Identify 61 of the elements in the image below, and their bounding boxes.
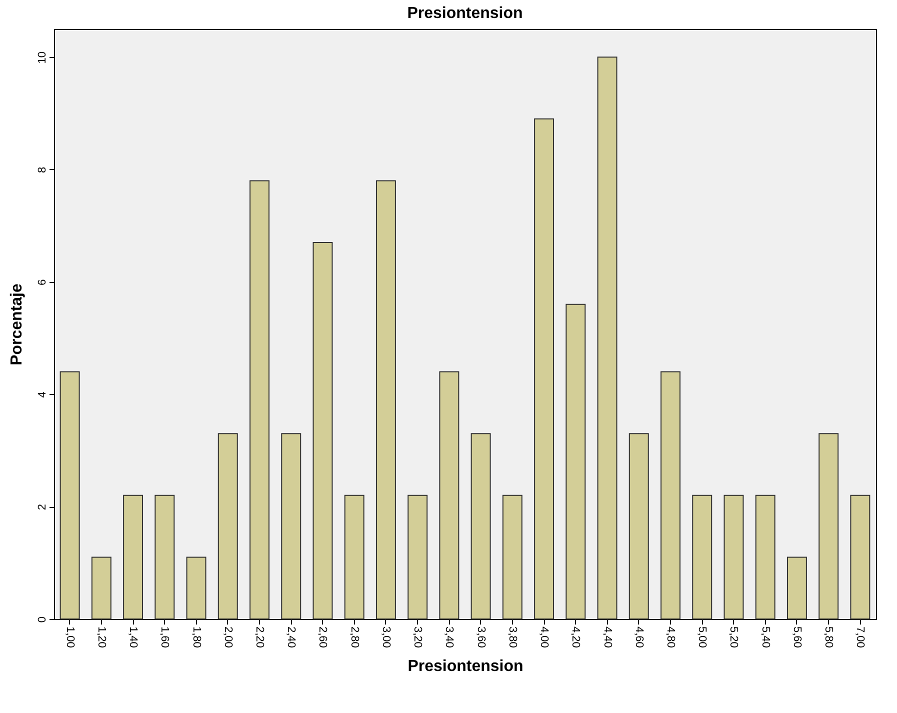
x-tick-label: 2,00 bbox=[222, 626, 234, 648]
bar bbox=[597, 56, 618, 620]
bar bbox=[755, 494, 776, 620]
bar bbox=[408, 494, 428, 620]
bar bbox=[566, 304, 586, 620]
bar bbox=[850, 494, 870, 620]
bar bbox=[344, 494, 364, 620]
bar bbox=[60, 371, 80, 620]
bar bbox=[281, 433, 302, 620]
x-tick-label: 3,00 bbox=[380, 626, 392, 648]
bar bbox=[154, 494, 175, 620]
x-tick-label: 4,40 bbox=[601, 626, 614, 648]
x-tick-label: 3,40 bbox=[443, 626, 456, 648]
y-axis-title: Porcentaje bbox=[8, 283, 26, 366]
y-tick-label: 8 bbox=[36, 166, 48, 174]
chart-title: Presiontension bbox=[407, 5, 523, 22]
bar bbox=[218, 433, 238, 620]
bar bbox=[439, 371, 460, 620]
x-tick-label: 3,20 bbox=[412, 626, 424, 648]
x-tick-label: 1,40 bbox=[127, 626, 140, 648]
y-tick-label: 10 bbox=[36, 51, 48, 64]
y-tick-label: 4 bbox=[36, 392, 48, 398]
bar bbox=[186, 556, 206, 620]
bar bbox=[123, 494, 144, 620]
x-tick-label: 3,60 bbox=[474, 626, 487, 648]
x-tick-label: 1,80 bbox=[190, 626, 202, 648]
bar bbox=[250, 180, 270, 620]
x-tick-label: 2,40 bbox=[285, 626, 298, 648]
x-tick-label: 2,20 bbox=[254, 626, 266, 648]
x-tick-label: 7,00 bbox=[854, 626, 866, 648]
bar bbox=[91, 556, 112, 620]
y-tick-label: 0 bbox=[36, 616, 48, 623]
x-tick-label: 4,00 bbox=[538, 626, 550, 648]
bar bbox=[818, 433, 839, 620]
bar bbox=[312, 242, 333, 620]
x-tick-label: 3,80 bbox=[506, 626, 518, 648]
bar bbox=[376, 180, 396, 620]
bar bbox=[724, 494, 744, 620]
x-tick-label: 5,20 bbox=[728, 626, 740, 648]
bar bbox=[534, 118, 554, 620]
x-tick-label: 2,60 bbox=[316, 626, 329, 648]
x-tick-label: 1,20 bbox=[95, 626, 108, 648]
x-tick-label: 5,60 bbox=[790, 626, 803, 648]
bar bbox=[628, 433, 649, 620]
x-tick-label: 1,60 bbox=[158, 626, 171, 648]
x-tick-label: 1,00 bbox=[64, 626, 76, 648]
bar bbox=[692, 494, 712, 620]
y-tick-label: 2 bbox=[36, 504, 48, 510]
x-tick-label: 5,40 bbox=[759, 626, 772, 648]
bar bbox=[502, 494, 522, 620]
x-tick-label: 4,60 bbox=[632, 626, 645, 648]
bar bbox=[786, 556, 807, 620]
x-axis-title: Presiontension bbox=[408, 658, 524, 675]
y-tick-label: 6 bbox=[36, 279, 48, 286]
x-tick-label: 5,80 bbox=[822, 626, 835, 648]
x-tick-label: 2,80 bbox=[348, 626, 360, 648]
x-tick-label: 4,80 bbox=[664, 626, 676, 648]
bar bbox=[660, 371, 680, 620]
x-tick-label: 4,20 bbox=[570, 626, 582, 648]
x-tick-label: 5,00 bbox=[696, 626, 708, 648]
bar bbox=[470, 433, 491, 620]
